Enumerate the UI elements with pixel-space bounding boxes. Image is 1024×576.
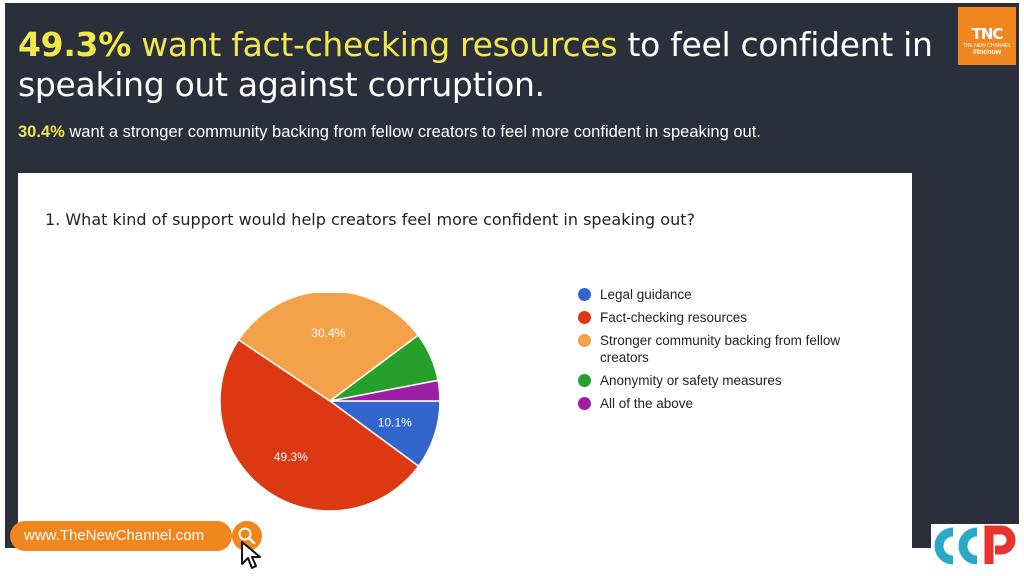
headline-rest: to feel confident in speaking out agains… xyxy=(18,25,933,104)
legend-item-1: Legal guidance xyxy=(578,286,878,303)
legend-swatch-5 xyxy=(578,397,591,410)
legend-item-5: All of the above xyxy=(578,395,878,412)
logo-hashtag: #tncnow xyxy=(972,49,1002,56)
search-button[interactable] xyxy=(232,521,262,551)
logo-subtext: THE NEW CHANNEL xyxy=(962,43,1012,49)
pie-slice-5 xyxy=(329,379,441,402)
legend-label-5: All of the above xyxy=(600,396,694,411)
chart-legend: Legal guidance Fact-checking resources Str… xyxy=(578,286,878,418)
website-url: www.TheNewChannel.com xyxy=(24,527,205,544)
legend-item-2: Fact-checking resources xyxy=(578,309,878,326)
subheadline: 30.4% want a stronger community backing … xyxy=(18,123,761,142)
legend-item-4: Anonymity or safety measures xyxy=(578,372,878,389)
headline-percent: 49.3% xyxy=(18,25,131,64)
legend-item-3: Stronger community backing from fellow c… xyxy=(578,332,878,366)
headline-highlight: want fact-checking resources xyxy=(141,25,618,64)
subheadline-rest: want a stronger community backing from f… xyxy=(69,123,761,141)
legend-label-2: Fact-checking resources xyxy=(600,310,748,325)
pie-slice-label-2: 49.3% xyxy=(274,450,308,464)
legend-swatch-1 xyxy=(578,288,591,301)
logo-text: TNC xyxy=(971,25,1004,43)
tnc-logo: TNC THE NEW CHANNEL #tncnow xyxy=(958,7,1016,65)
chart-title: 1. What kind of support would help creat… xyxy=(45,210,695,229)
legend-label-1: Legal guidance xyxy=(600,287,692,302)
pie-slice-label-1: 10.1% xyxy=(378,415,412,429)
ccp-logo-graphic xyxy=(934,525,1016,565)
legend-label-4: Anonymity or safety measures xyxy=(600,373,782,388)
headline: 49.3% want fact-checking resources to fe… xyxy=(18,25,938,105)
legend-swatch-2 xyxy=(578,311,591,324)
pie-chart: 10.1% 49.3% 30.4% xyxy=(219,293,441,512)
slide: 49.3% want fact-checking resources to fe… xyxy=(5,3,1019,548)
chart-card: 1. What kind of support would help creat… xyxy=(18,173,912,548)
search-icon xyxy=(238,527,256,545)
website-url-bar[interactable]: www.TheNewChannel.com xyxy=(10,521,232,551)
cursor-icon xyxy=(241,541,261,569)
subheadline-percent: 30.4% xyxy=(18,123,65,141)
legend-swatch-4 xyxy=(578,374,591,387)
ccp-logo xyxy=(931,524,1019,568)
legend-swatch-3 xyxy=(578,334,591,347)
pie-slice-3 xyxy=(237,293,420,402)
pie-slice-label-3: 30.4% xyxy=(311,326,345,340)
legend-label-3: Stronger community backing from fellow c… xyxy=(600,333,841,365)
pie-slice-2 xyxy=(219,338,420,512)
